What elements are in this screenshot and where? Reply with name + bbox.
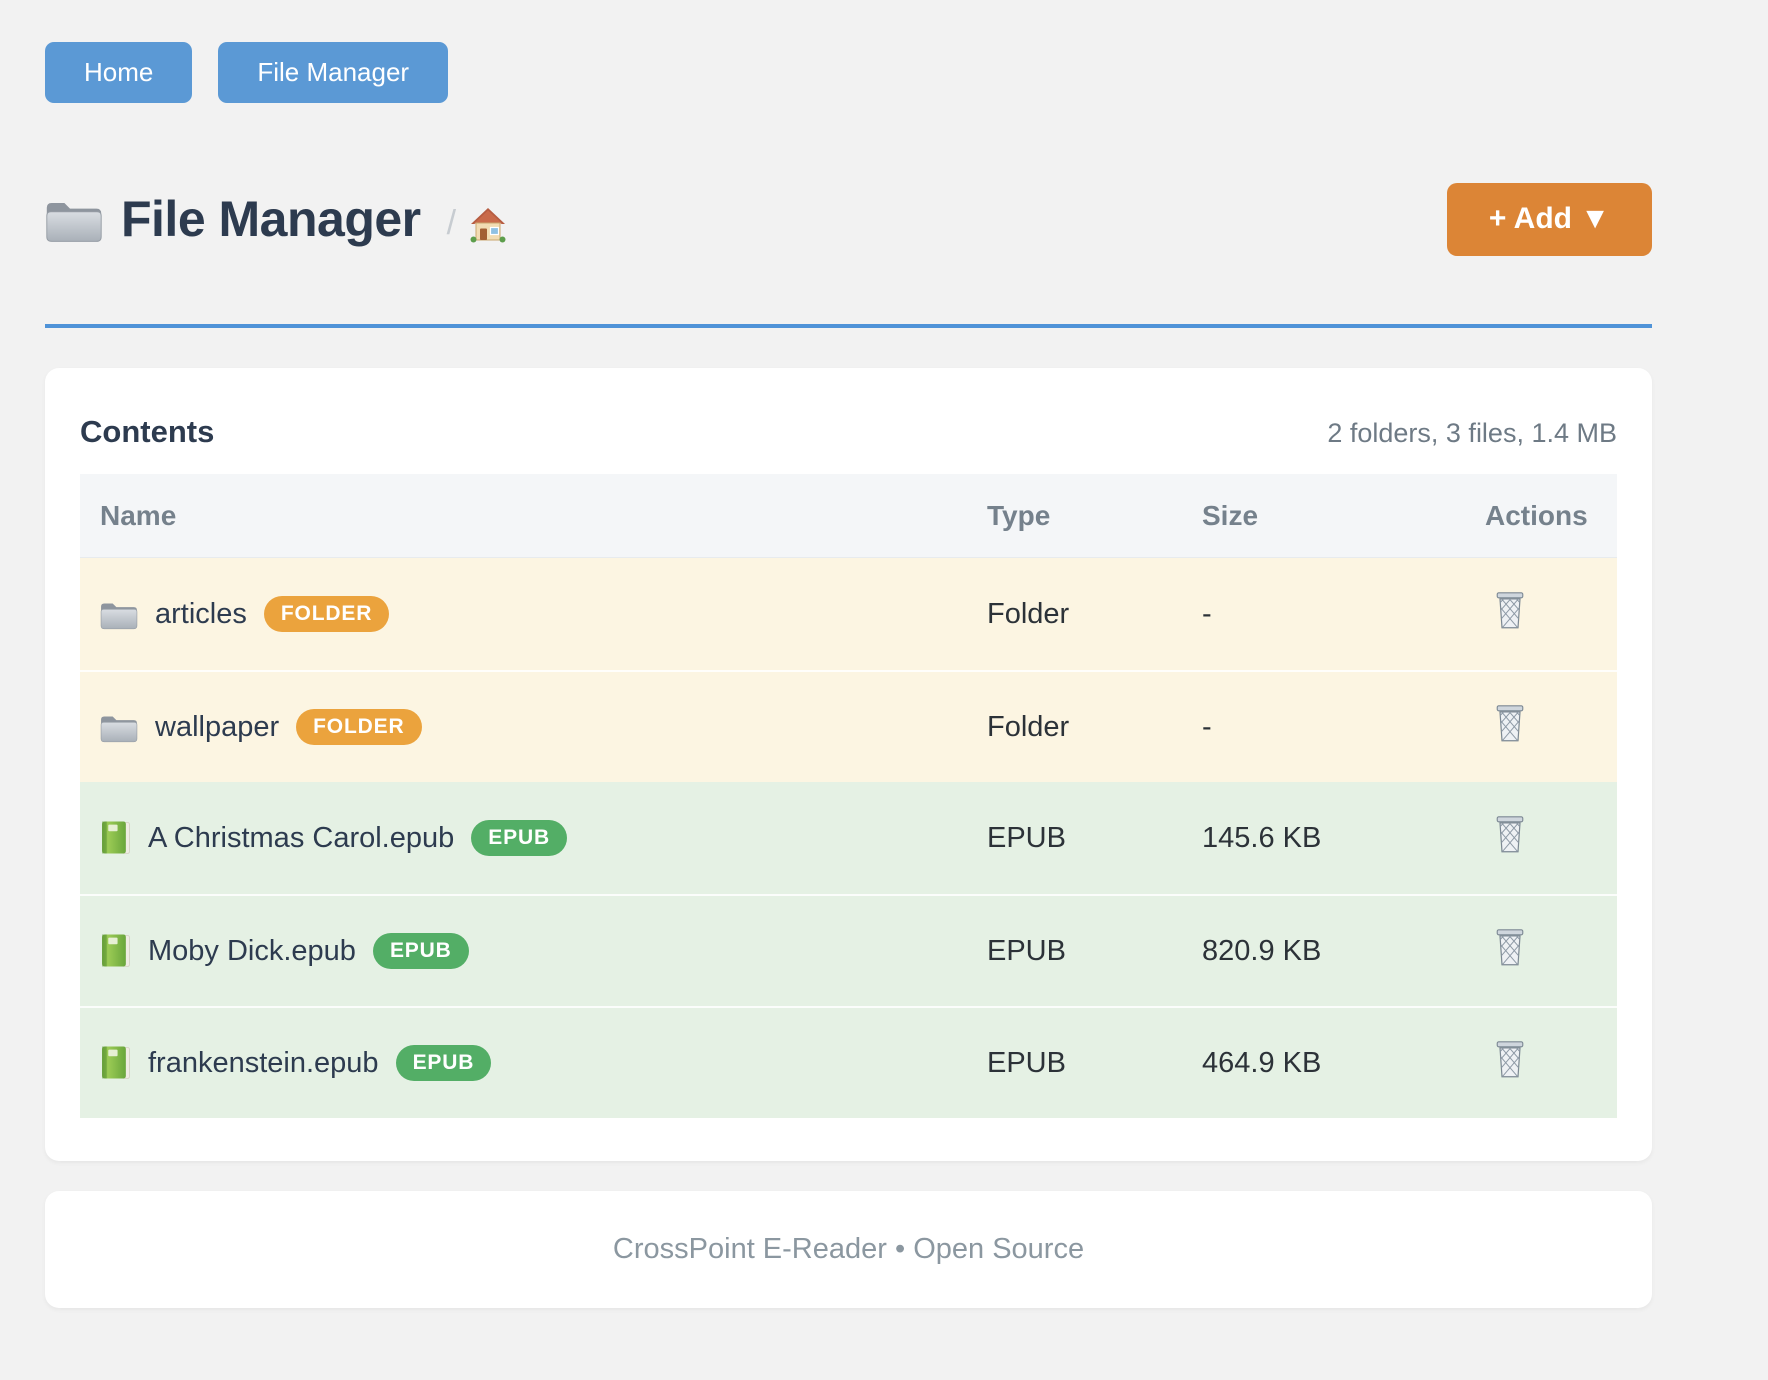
epub-badge: EPUB — [471, 820, 567, 856]
page-header: File Manager / + Add ▼ — [45, 175, 1652, 263]
green-book-icon — [100, 820, 131, 856]
table-row[interactable]: articles FOLDER Folder - — [80, 558, 1617, 670]
delete-button[interactable] — [1493, 703, 1527, 743]
type-value: EPUB — [987, 1046, 1066, 1079]
folder-icon — [100, 711, 138, 743]
page-title: File Manager — [121, 191, 421, 247]
table-row[interactable]: wallpaper FOLDER Folder - — [80, 670, 1617, 782]
trash-icon — [1493, 814, 1527, 854]
trash-icon — [1493, 590, 1527, 630]
file-name[interactable]: articles — [155, 597, 247, 630]
folder-badge: FOLDER — [296, 709, 422, 745]
epub-badge: EPUB — [395, 1045, 492, 1081]
green-book-icon — [100, 1045, 131, 1081]
page-container: Home File Manager File Manager / + Add ▼… — [45, 0, 1652, 1308]
top-nav: Home File Manager — [45, 42, 1652, 103]
table-header-row: Name Type Size Actions — [80, 474, 1617, 558]
delete-button[interactable] — [1493, 814, 1527, 854]
contents-summary: 2 folders, 3 files, 1.4 MB — [1327, 418, 1617, 448]
file-name[interactable]: frankenstein.epub — [148, 1046, 379, 1079]
folder-icon — [45, 195, 103, 243]
table-row[interactable]: Moby Dick.epub EPUB EPUB 820.9 KB — [80, 894, 1617, 1006]
trash-icon — [1493, 927, 1527, 967]
folder-icon — [100, 598, 138, 630]
column-header-name: Name — [100, 499, 177, 531]
delete-button[interactable] — [1493, 590, 1527, 630]
title-divider — [45, 324, 1652, 328]
file-name[interactable]: A Christmas Carol.epub — [148, 821, 455, 854]
file-name[interactable]: wallpaper — [155, 710, 280, 743]
column-header-type: Type — [987, 499, 1051, 531]
type-value: EPUB — [987, 934, 1066, 967]
type-value: EPUB — [987, 821, 1066, 854]
epub-badge: EPUB — [372, 933, 469, 969]
type-value: Folder — [987, 710, 1070, 743]
size-value: 145.6 KB — [1202, 821, 1322, 854]
house-icon[interactable] — [470, 207, 506, 243]
breadcrumb-separator: / — [446, 203, 457, 242]
green-book-icon — [100, 933, 131, 969]
nav-home-button[interactable]: Home — [45, 42, 193, 103]
size-value: - — [1202, 597, 1212, 630]
type-value: Folder — [987, 597, 1070, 630]
footer: CrossPoint E-Reader • Open Source — [45, 1191, 1652, 1308]
column-header-size: Size — [1202, 499, 1259, 531]
delete-button[interactable] — [1493, 927, 1527, 967]
nav-file-manager-button[interactable]: File Manager — [218, 42, 449, 103]
trash-icon — [1493, 1039, 1527, 1079]
table-row[interactable]: A Christmas Carol.epub EPUB EPUB 145.6 K… — [80, 782, 1617, 894]
size-value: - — [1202, 710, 1212, 743]
footer-text: CrossPoint E-Reader • Open Source — [612, 1233, 1085, 1265]
add-button[interactable]: + Add ▼ — [1446, 182, 1652, 256]
delete-button[interactable] — [1493, 1039, 1527, 1079]
file-table: Name Type Size Actions articles FOLDER F… — [80, 474, 1617, 1118]
size-value: 820.9 KB — [1202, 934, 1322, 967]
size-value: 464.9 KB — [1202, 1046, 1322, 1079]
contents-heading: Contents — [80, 414, 215, 449]
trash-icon — [1493, 703, 1527, 743]
folder-badge: FOLDER — [263, 596, 390, 632]
contents-card: Contents 2 folders, 3 files, 1.4 MB Name… — [45, 368, 1652, 1161]
column-header-actions: Actions — [1485, 499, 1588, 531]
table-row[interactable]: frankenstein.epub EPUB EPUB 464.9 KB — [80, 1006, 1617, 1118]
file-name[interactable]: Moby Dick.epub — [148, 934, 356, 967]
